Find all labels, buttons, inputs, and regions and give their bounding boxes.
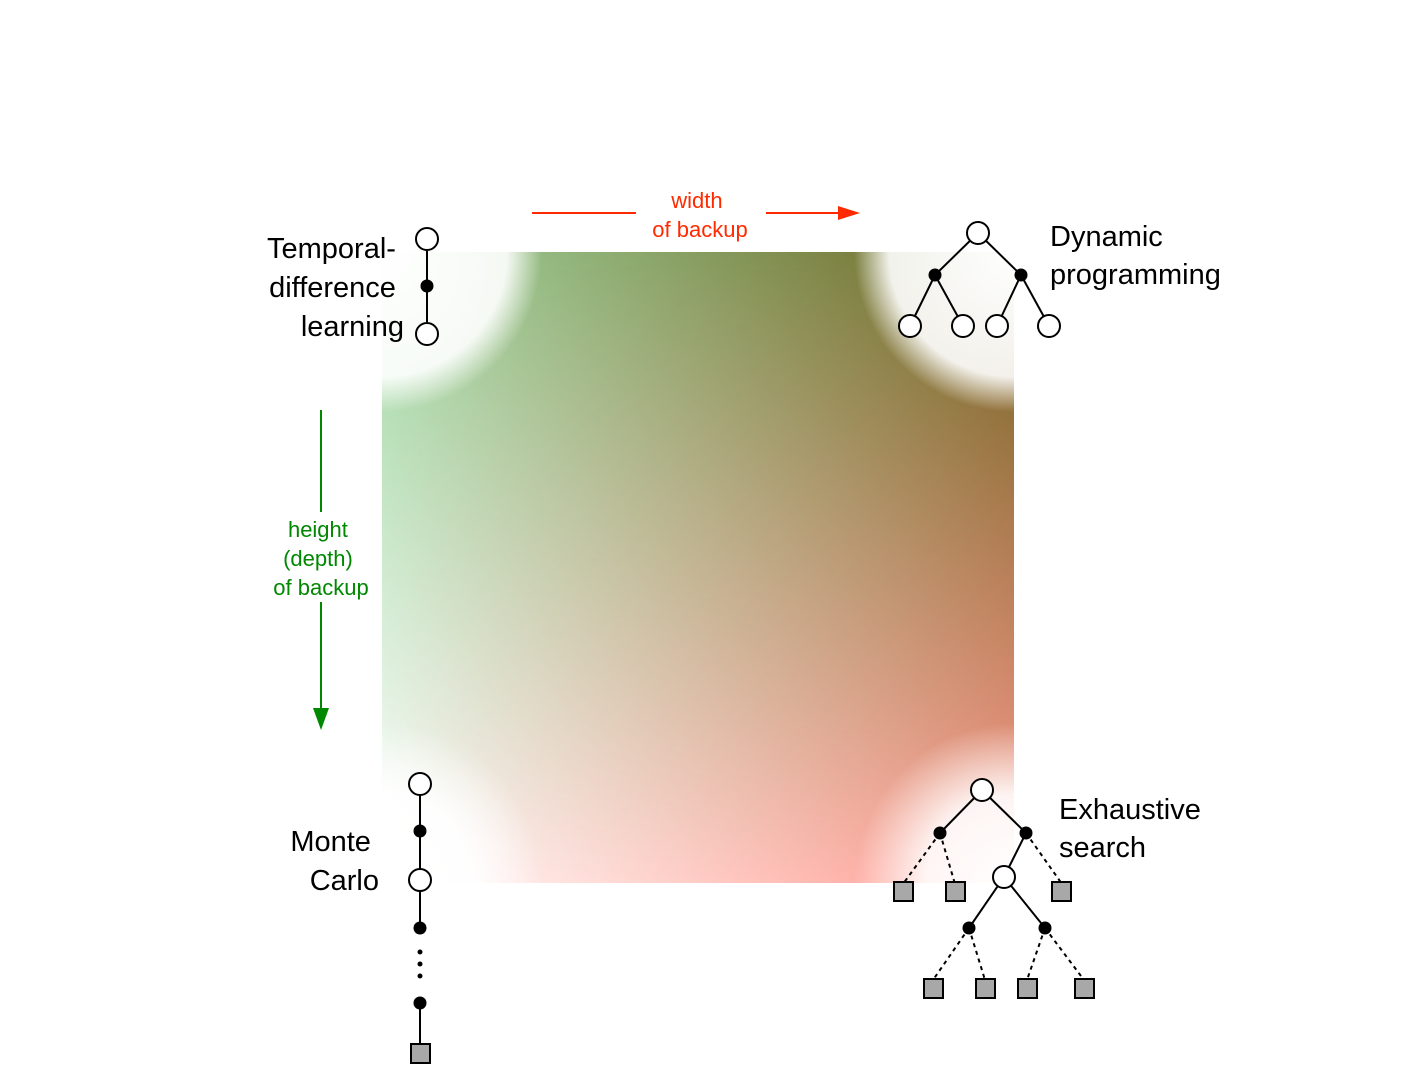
terminal-node [975,978,996,999]
action-node [413,921,427,935]
svg-text:width of backup: width of backup [652,188,747,242]
td-label: Temporal- difference learning [267,233,404,343]
terminal-node [945,881,966,902]
ellipsis-dot [417,961,423,967]
height-label-line: of backup [273,575,368,600]
es-label: Exhaustive search [1059,794,1209,864]
mc-corner: Monte Carlo [290,772,432,1064]
es-corner: Exhaustive search [893,778,1209,999]
height-arrowhead [313,708,329,730]
dp-corner: Dynamic programming [898,221,1221,338]
action-node [962,921,976,935]
state-node [985,314,1009,338]
mc-label: Monte Carlo [290,826,379,897]
width-label-line: of backup [652,217,747,242]
gradient-square [382,252,1014,883]
width-label-line: width [670,188,722,213]
terminal-node [893,881,914,902]
state-node [408,868,432,892]
td-backup-diagram [415,227,439,346]
height-label-line: (depth) [283,546,353,571]
dp-backup-diagram [898,221,1061,338]
action-node [1019,826,1033,840]
width-axis: width of backup [532,188,860,242]
state-node [966,221,990,245]
width-arrowhead [838,206,860,220]
es-backup-diagram [893,778,1095,999]
svg-text:height (depth) of: height (depth) of backup [273,517,368,600]
action-node [1038,921,1052,935]
height-axis: height (depth) of backup [273,410,369,730]
dp-label: Dynamic programming [1050,221,1221,291]
action-node [413,824,427,838]
state-node [408,772,432,796]
action-node [413,996,427,1010]
action-node [928,268,942,282]
mc-backup-diagram [408,772,432,1064]
action-node [1014,268,1028,282]
terminal-node [1074,978,1095,999]
state-node [951,314,975,338]
terminal-node [410,1043,431,1064]
state-node [415,322,439,346]
action-node [420,279,434,293]
ellipsis-dot [417,973,423,979]
state-node [898,314,922,338]
state-node [1037,314,1061,338]
terminal-node [923,978,944,999]
state-node [970,778,994,802]
td-learning-corner: Temporal- difference learning [267,227,439,346]
state-node [992,865,1016,889]
terminal-node [1017,978,1038,999]
ellipsis-dot [417,949,423,955]
action-node [933,826,947,840]
state-node [415,227,439,251]
height-label-line: height [288,517,348,542]
terminal-node [1051,881,1072,902]
